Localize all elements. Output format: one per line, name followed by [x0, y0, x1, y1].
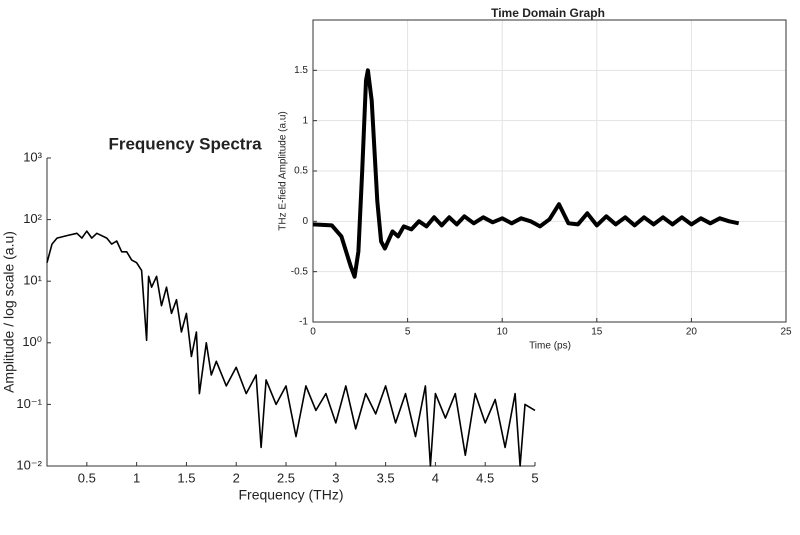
x-tick-label: 3.5	[377, 470, 395, 485]
y-tick-label: 10³	[23, 149, 42, 164]
x-tick-label: 15	[591, 327, 603, 338]
chart-0: 0.5 1 1.5 2 2.5 3 3.5 4 4.5 5 10⁻² 10⁻¹ 10⁰ 10¹ 10² 10³…	[1, 134, 539, 502]
x-tick-label: 1	[133, 470, 140, 485]
x-axis-label: Time (ps)	[529, 341, 571, 352]
x-tick-label: 5	[531, 470, 538, 485]
chart-panel	[270, 0, 800, 356]
x-tick-label: 2	[233, 470, 240, 485]
x-tick-label: 4.5	[476, 470, 494, 485]
y-tick-label: 10⁻²	[16, 457, 42, 472]
x-tick-label: 20	[686, 327, 698, 338]
plot-frame	[312, 19, 787, 323]
y-tick-label: 1	[302, 115, 308, 126]
y-tick-label: 10⁰	[22, 334, 42, 349]
y-axis-label: THz E-field Amplitude (a.u)	[278, 111, 289, 231]
x-tick-label: 3	[332, 470, 339, 485]
x-tick-label: 4	[432, 470, 439, 485]
y-tick-label: 0.5	[294, 166, 308, 177]
y-tick-label: -1	[299, 317, 308, 328]
data-line	[46, 230, 536, 467]
chart-title: Frequency Spectra	[108, 134, 262, 153]
y-tick-label: 10²	[23, 211, 42, 226]
y-tick-label: 10¹	[23, 273, 42, 288]
x-tick-label: 5	[405, 327, 411, 338]
chart-title: Time Domain Graph	[491, 6, 605, 20]
x-tick-label: 1.5	[177, 470, 195, 485]
x-axis-label: Frequency (THz)	[238, 487, 343, 503]
x-tick-label: 10	[497, 327, 509, 338]
chart-1: 0 5 10 15 20 25 -1 -0.5 0 0.5 1 1.5 Time Domain Grap…	[270, 0, 800, 356]
y-tick-label: 0	[302, 216, 308, 227]
x-tick-label: 0	[310, 327, 316, 338]
data-line	[312, 68, 740, 279]
y-tick-label: -0.5	[291, 266, 309, 277]
x-tick-label: 25	[780, 327, 792, 338]
y-axis-label: Amplitude / log scale (a.u)	[1, 231, 17, 393]
x-tick-label: 2.5	[277, 470, 295, 485]
y-tick-label: 1.5	[294, 65, 308, 76]
y-tick-label: 10⁻¹	[16, 396, 42, 411]
x-tick-label: 0.5	[78, 470, 96, 485]
